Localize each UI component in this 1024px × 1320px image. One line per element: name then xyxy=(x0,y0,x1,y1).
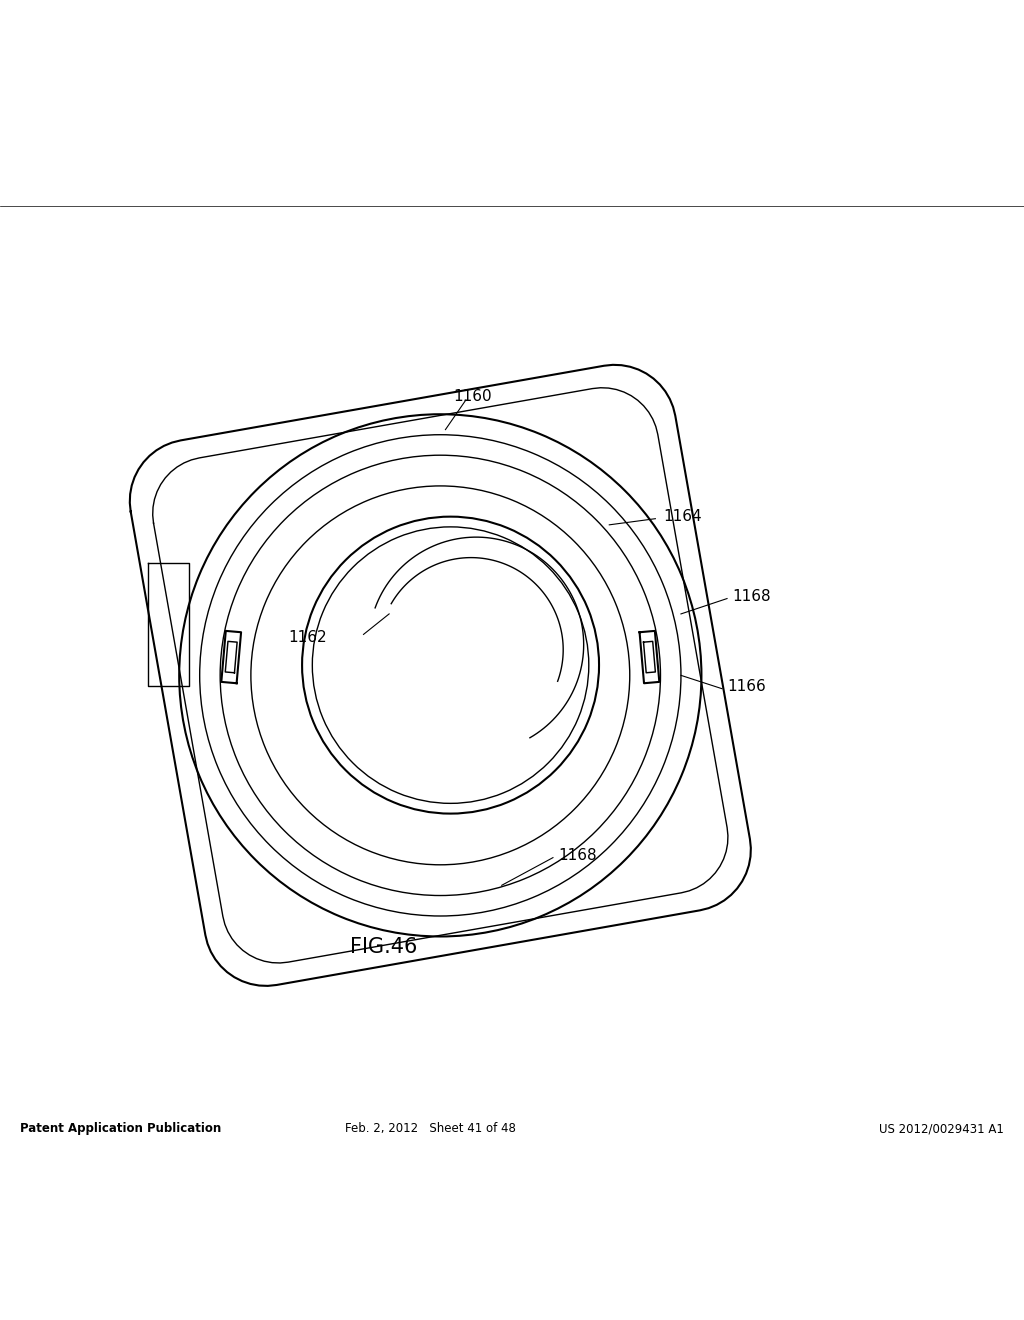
Text: 1164: 1164 xyxy=(664,510,702,524)
Text: 1168: 1168 xyxy=(732,589,771,605)
Text: 1160: 1160 xyxy=(454,389,493,404)
Text: 1162: 1162 xyxy=(288,630,327,645)
Text: Feb. 2, 2012   Sheet 41 of 48: Feb. 2, 2012 Sheet 41 of 48 xyxy=(345,1122,515,1135)
Text: US 2012/0029431 A1: US 2012/0029431 A1 xyxy=(879,1122,1004,1135)
Text: 1166: 1166 xyxy=(727,678,766,694)
Text: 1168: 1168 xyxy=(558,847,597,863)
Text: FIG.46: FIG.46 xyxy=(350,937,418,957)
Text: Patent Application Publication: Patent Application Publication xyxy=(20,1122,222,1135)
